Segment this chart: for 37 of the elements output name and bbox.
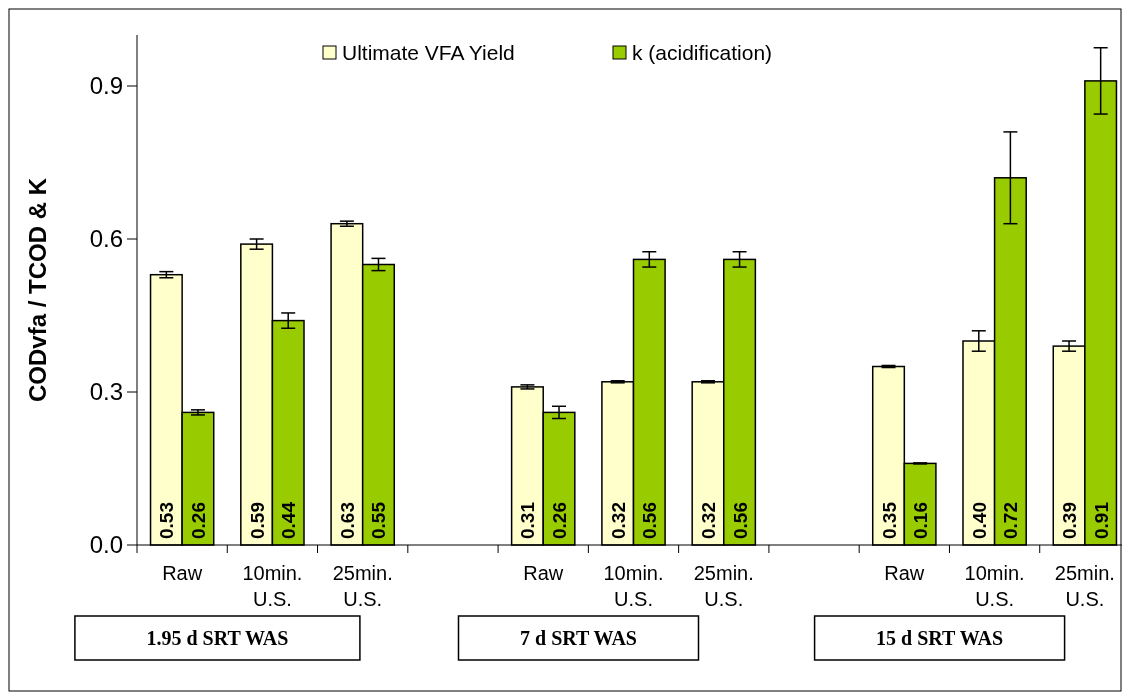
data-label: 0.35 <box>878 501 900 539</box>
x-tick-label: Raw <box>884 562 925 584</box>
data-label: 0.16 <box>910 502 932 539</box>
data-label: 0.32 <box>607 502 629 539</box>
data-label: 0.26 <box>549 502 571 539</box>
y-tick-label: 0.0 <box>89 531 123 559</box>
y-axis-title: CODvfa / TCOD & K <box>24 177 51 403</box>
data-label: 0.31 <box>517 501 539 539</box>
data-label: 0.32 <box>697 502 719 539</box>
x-tick-label: 10min. U.S. <box>964 562 1025 610</box>
x-tick-label: 25min. U.S. <box>1054 562 1115 610</box>
data-label: 0.53 <box>156 502 178 539</box>
data-label: 0.40 <box>968 502 990 539</box>
data-label: 0.26 <box>187 502 209 539</box>
text: 15 d SRT WAS <box>876 627 1004 649</box>
x-tick-label: 10min. U.S. <box>242 562 303 610</box>
data-label: 0.55 <box>368 501 390 539</box>
data-label: 0.56 <box>639 502 661 539</box>
data-label: 0.59 <box>246 502 268 539</box>
data-label: 0.72 <box>1000 502 1022 539</box>
text: 7 d SRT WAS <box>520 627 637 649</box>
text: 1.95 d SRT WAS <box>146 627 289 649</box>
data-label: 0.44 <box>278 501 300 539</box>
x-tick-label: Raw <box>523 562 564 584</box>
data-label: 0.39 <box>1059 502 1081 539</box>
data-label: 0.56 <box>729 502 751 539</box>
legend-label: Ultimate VFA Yield <box>342 41 515 65</box>
x-tick-label: Raw <box>162 562 203 584</box>
y-tick-label: 0.6 <box>89 225 123 253</box>
x-tick-label: 25min. U.S. <box>332 562 393 610</box>
x-tick-label: 10min. U.S. <box>603 562 664 610</box>
y-tick-label: 0.9 <box>89 72 123 100</box>
data-label: 0.63 <box>336 502 358 539</box>
legend-label: k (acidification) <box>632 41 773 65</box>
x-tick-label: 25min. U.S. <box>693 562 754 610</box>
data-label: 0.91 <box>1090 501 1112 539</box>
y-tick-label: 0.3 <box>89 378 123 406</box>
